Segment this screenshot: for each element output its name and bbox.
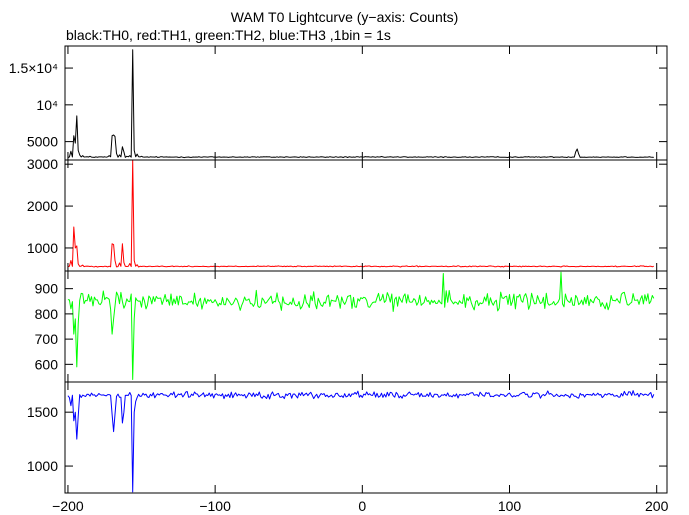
series-line-th2 (67, 271, 655, 380)
series-line-th0 (67, 49, 654, 159)
x-tick-label: 0 (358, 498, 366, 514)
y-tick-label: 900 (35, 281, 59, 297)
y-tick-label: 3000 (27, 156, 58, 172)
chart-subtitle: black:TH0, red:TH1, green:TH2, blue:TH3 … (66, 27, 391, 43)
y-tick-label: 1000 (27, 458, 58, 474)
y-tick-label: 700 (35, 331, 59, 347)
series-line-th3 (67, 390, 655, 493)
panel-frame-th0 (64, 45, 668, 161)
y-tick-label: 5000 (27, 134, 58, 150)
x-tick-label: −200 (52, 498, 84, 514)
panel-frame-th3 (64, 381, 668, 494)
y-tick-label: 800 (35, 306, 59, 322)
y-tick-label: 1.5×10⁴ (9, 60, 58, 76)
y-tick-label: 1500 (27, 404, 58, 420)
y-tick-label: 10⁴ (36, 97, 58, 113)
panel-frame-th1 (64, 159, 668, 272)
x-tick-label: 200 (645, 498, 669, 514)
panel-frame-th2 (64, 270, 668, 383)
y-tick-label: 600 (35, 356, 59, 372)
y-tick-label: 2000 (27, 198, 58, 214)
x-tick-label: 100 (498, 498, 522, 514)
chart-title: WAM T0 Lightcurve (y−axis: Counts) (230, 9, 459, 25)
series-line-th1 (67, 159, 654, 268)
x-tick-label: −100 (199, 498, 231, 514)
y-tick-label: 1000 (27, 240, 58, 256)
